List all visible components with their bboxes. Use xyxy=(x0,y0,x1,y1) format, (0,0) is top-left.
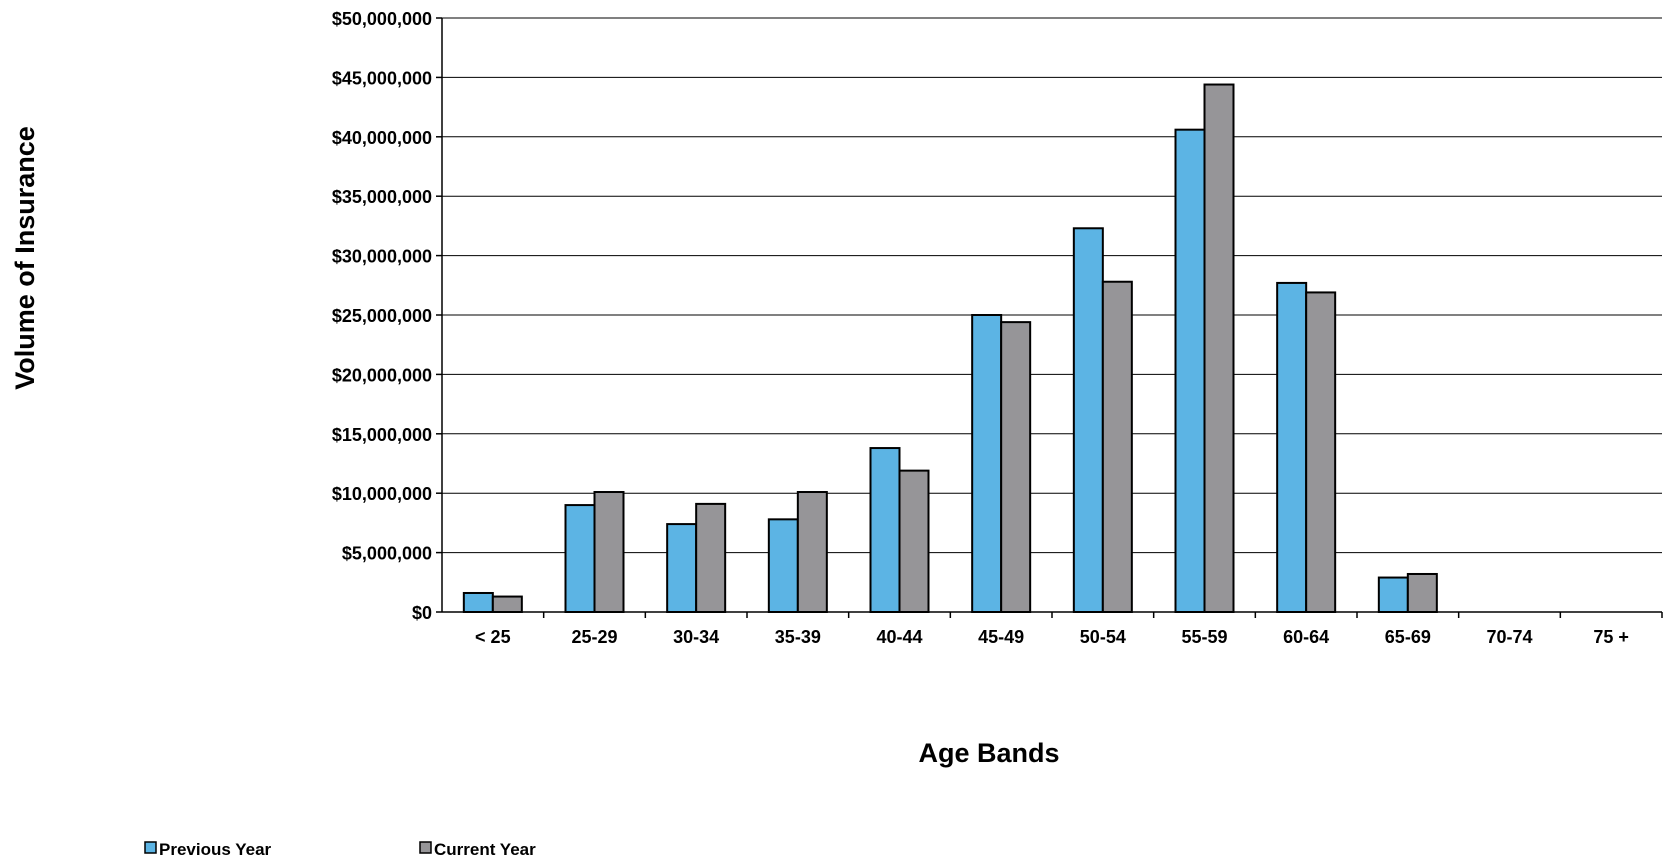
legend: Previous Year Current Year xyxy=(144,840,536,859)
bar-current-year xyxy=(1101,280,1133,613)
y-tick-label: $15,000,000 xyxy=(332,425,432,445)
legend-label-previous-year: Previous Year xyxy=(159,840,272,859)
x-tick-label: < 25 xyxy=(475,627,511,647)
x-tick-label: 65-69 xyxy=(1385,627,1431,647)
bar-current-year xyxy=(1406,572,1438,614)
x-axis-ticks: < 25 25-29 30-34 35-39 40-44 45-49 50-54 55-59 6… xyxy=(475,612,1663,647)
bar-previous-year xyxy=(564,504,596,613)
bar-current-year xyxy=(898,469,930,613)
legend-item-previous-year: Previous Year xyxy=(144,840,272,859)
bar-current-year xyxy=(491,595,523,614)
x-tick-label: 40-44 xyxy=(876,627,922,647)
bar-previous-year xyxy=(1377,576,1409,613)
x-tick-label: 45-49 xyxy=(978,627,1024,647)
bar-previous-year xyxy=(1174,128,1206,613)
bar-current-year xyxy=(1305,291,1337,613)
bar-previous-year xyxy=(869,447,901,613)
x-tick-label: 50-54 xyxy=(1080,627,1126,647)
x-axis-title: Age Bands xyxy=(918,738,1059,768)
y-tick-label: $40,000,000 xyxy=(332,128,432,148)
y-tick-label: $50,000,000 xyxy=(332,9,432,29)
y-tick-label: $5,000,000 xyxy=(342,544,432,564)
x-tick-label: 35-39 xyxy=(775,627,821,647)
bar-previous-year xyxy=(666,523,698,614)
gridlines xyxy=(442,17,1662,554)
y-axis-title: Volume of Insurance xyxy=(10,126,40,390)
x-tick-label: 75 + xyxy=(1593,627,1629,647)
bar-previous-year xyxy=(462,591,494,614)
bar-current-year xyxy=(695,502,727,613)
bar-previous-year xyxy=(767,518,799,613)
x-tick-label: 30-34 xyxy=(673,627,719,647)
x-tick-label: 60-64 xyxy=(1283,627,1329,647)
y-axis-ticks: $0 $5,000,000 $10,000,000 $15,000,000 $20,00… xyxy=(332,9,442,623)
bar-current-year xyxy=(593,491,625,613)
bar-current-year xyxy=(1203,83,1235,613)
bars xyxy=(462,83,1438,614)
legend-label-current-year: Current Year xyxy=(434,840,536,859)
legend-item-current-year: Current Year xyxy=(419,840,536,859)
x-tick-label: 70-74 xyxy=(1486,627,1532,647)
y-tick-label: $20,000,000 xyxy=(332,365,432,385)
y-tick-label: $45,000,000 xyxy=(332,68,432,88)
y-tick-label: $35,000,000 xyxy=(332,187,432,207)
bar-current-year xyxy=(796,491,828,613)
bar-current-year xyxy=(1000,321,1032,613)
y-tick-label: $0 xyxy=(412,603,432,623)
y-tick-label: $25,000,000 xyxy=(332,306,432,326)
bar-previous-year xyxy=(1072,227,1104,613)
legend-swatch-current-year xyxy=(419,841,432,854)
y-tick-label: $10,000,000 xyxy=(332,484,432,504)
x-tick-label: 25-29 xyxy=(571,627,617,647)
x-tick-label: 55-59 xyxy=(1181,627,1227,647)
bar-previous-year xyxy=(971,314,1003,613)
y-tick-label: $30,000,000 xyxy=(332,247,432,267)
bar-previous-year xyxy=(1276,281,1308,613)
legend-swatch-previous-year xyxy=(144,841,157,854)
